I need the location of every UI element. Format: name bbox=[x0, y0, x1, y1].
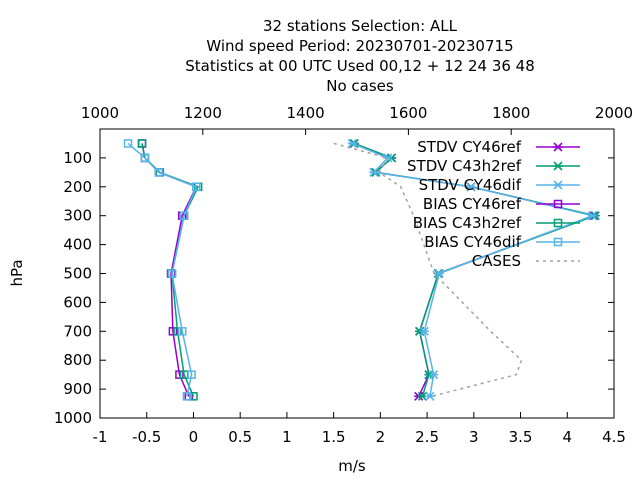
y-tick-label: 200 bbox=[63, 178, 92, 196]
square-marker bbox=[175, 370, 184, 379]
square-marker bbox=[187, 370, 196, 379]
series-line bbox=[127, 142, 198, 397]
x2-tick-label: 2000 bbox=[595, 104, 633, 122]
series-cases bbox=[333, 142, 523, 398]
star-marker bbox=[553, 180, 563, 190]
x-tick-label: 2 bbox=[376, 428, 386, 446]
y-tick-label: 600 bbox=[63, 293, 92, 311]
square-marker bbox=[179, 211, 189, 220]
y-tick-label: 300 bbox=[63, 207, 92, 225]
x-tick-label: 2.5 bbox=[415, 428, 439, 446]
star-marker bbox=[369, 167, 379, 177]
star-marker bbox=[553, 161, 563, 171]
square-marker bbox=[553, 218, 563, 228]
star-marker bbox=[383, 153, 393, 163]
star-marker bbox=[347, 138, 357, 149]
x2-tick-label: 1600 bbox=[389, 104, 427, 122]
chart-title: 32 stations Selection: ALL Wind speed Pe… bbox=[185, 17, 535, 95]
square-marker bbox=[123, 139, 133, 148]
square-marker bbox=[154, 168, 164, 177]
legend-item: BIAS C43h2ref bbox=[413, 214, 580, 232]
square-marker bbox=[140, 153, 150, 163]
legend-label: BIAS CY46dif bbox=[424, 233, 521, 251]
square-marker bbox=[553, 199, 563, 209]
y-tick-label: 900 bbox=[63, 380, 92, 398]
y-tick-label: 500 bbox=[63, 265, 92, 283]
legend-label: STDV CY46dif bbox=[419, 176, 522, 194]
title-line-4: No cases bbox=[326, 77, 394, 95]
legend-label: BIAS CY46ref bbox=[423, 195, 522, 213]
square-marker bbox=[177, 327, 187, 336]
x-tick-label: 3 bbox=[469, 428, 479, 446]
title-line-1: 32 stations Selection: ALL bbox=[263, 17, 458, 35]
y-tick-label: 1000 bbox=[54, 409, 92, 427]
legend-label: STDV C43h2ref bbox=[407, 157, 522, 175]
legend-label: STDV CY46ref bbox=[417, 138, 522, 156]
star-marker bbox=[425, 391, 435, 401]
square-marker bbox=[173, 327, 182, 336]
star-marker bbox=[466, 182, 476, 192]
axis-ticks: -1 -0.5 0 0.5 1 1.5 2 2.5 3 3.5 4 4.5 1000 1200 1400 16… bbox=[54, 104, 633, 446]
series-stdv-cy46dif bbox=[347, 138, 598, 401]
x2-tick-label: 1200 bbox=[184, 104, 222, 122]
star-marker bbox=[429, 370, 439, 380]
y-tick-label: 400 bbox=[63, 236, 92, 254]
x-axis-label: m/s bbox=[338, 457, 366, 475]
star-marker bbox=[419, 326, 429, 336]
legend-item: STDV CY46ref bbox=[417, 138, 580, 156]
square-marker bbox=[192, 182, 201, 192]
legend-item: BIAS CY46ref bbox=[423, 195, 580, 213]
series-line bbox=[333, 142, 523, 398]
title-line-2: Wind speed Period: 20230701-20230715 bbox=[206, 37, 513, 55]
series-bias-cy46dif bbox=[123, 139, 201, 401]
legend-item: STDV C43h2ref bbox=[407, 157, 580, 175]
x-tick-label: -0.5 bbox=[132, 428, 161, 446]
square-marker bbox=[553, 237, 563, 247]
x2-tick-label: 1400 bbox=[287, 104, 325, 122]
star-marker bbox=[587, 211, 598, 221]
legend-label: CASES bbox=[472, 252, 521, 270]
x-tick-label: -1 bbox=[93, 428, 108, 446]
x-tick-label: 1 bbox=[282, 428, 292, 446]
legend-item: CASES bbox=[472, 252, 580, 270]
x-tick-label: 0 bbox=[189, 428, 199, 446]
star-marker bbox=[434, 268, 444, 279]
legend-label: BIAS C43h2ref bbox=[413, 214, 522, 232]
star-marker bbox=[553, 142, 563, 152]
x2-tick-label: 1800 bbox=[492, 104, 530, 122]
x-tick-label: 0.5 bbox=[228, 428, 252, 446]
x2-tick-label: 1000 bbox=[81, 104, 119, 122]
x-tick-label: 4.5 bbox=[602, 428, 626, 446]
square-marker bbox=[168, 327, 178, 336]
y-tick-label: 800 bbox=[63, 351, 92, 369]
y-tick-label: 100 bbox=[63, 149, 92, 167]
square-marker bbox=[182, 392, 192, 401]
legend-item: BIAS CY46dif bbox=[424, 233, 580, 251]
y-tick-label: 700 bbox=[63, 322, 92, 340]
x-tick-label: 3.5 bbox=[509, 428, 533, 446]
plot-frame bbox=[99, 128, 615, 419]
series-group bbox=[123, 138, 600, 401]
y-axis-label: hPa bbox=[8, 259, 26, 286]
x-tick-label: 4 bbox=[562, 428, 572, 446]
legend-item: STDV CY46dif bbox=[419, 176, 580, 194]
square-marker bbox=[167, 269, 177, 278]
square-marker bbox=[137, 139, 147, 148]
x-tick-label: 1.5 bbox=[322, 428, 346, 446]
title-line-3: Statistics at 00 UTC Used 00,12 + 12 24 … bbox=[185, 57, 535, 75]
